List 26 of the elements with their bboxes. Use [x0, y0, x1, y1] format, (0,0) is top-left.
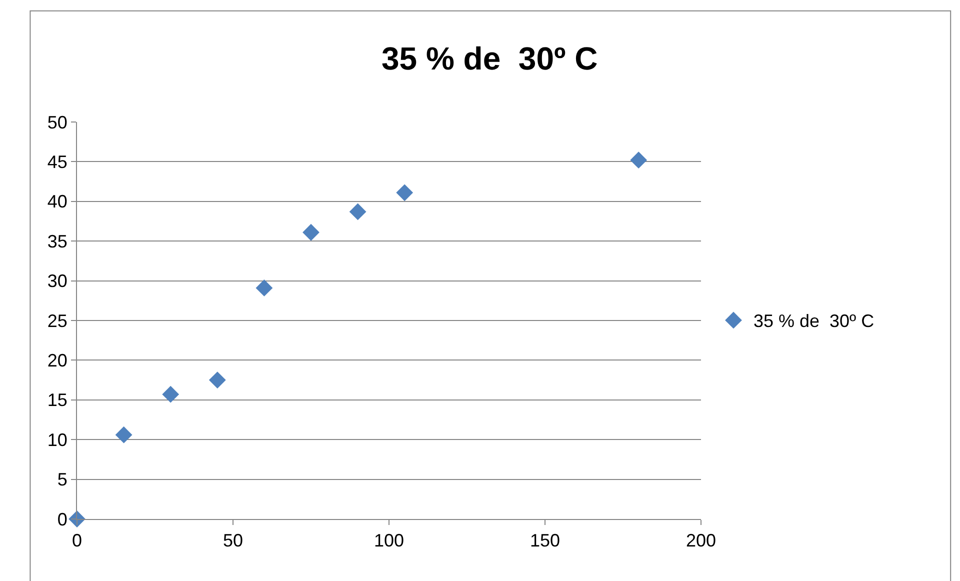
y-tick-label: 5	[57, 470, 68, 490]
y-tick-label: 20	[47, 350, 68, 370]
y-tick-label: 0	[57, 509, 68, 530]
y-tick-label: 25	[47, 310, 68, 331]
y-tick-label: 30	[47, 271, 68, 292]
x-tick-label: 150	[530, 530, 560, 551]
point	[302, 224, 320, 241]
x-tick-label: 200	[686, 530, 716, 551]
legend-label: 35 % de 30º C	[753, 311, 874, 332]
x-tick-label: 50	[222, 530, 244, 551]
x-tick-label: 100	[374, 530, 404, 551]
point	[256, 280, 273, 296]
x-tick-label: 0	[72, 530, 82, 551]
y-tick-label: 45	[47, 152, 68, 172]
y-tick-label: 50	[47, 112, 68, 132]
y-tick-label: 10	[47, 430, 68, 450]
point	[349, 203, 366, 220]
point	[396, 184, 414, 202]
y-tick-label: 15	[47, 390, 68, 410]
y-tick-label: 40	[47, 192, 68, 212]
point	[630, 152, 648, 169]
point	[115, 426, 132, 444]
point	[208, 372, 226, 388]
point	[162, 386, 180, 403]
chart-title: 35 % de 30º C	[381, 40, 598, 76]
y-tick-label: 35	[47, 231, 68, 252]
